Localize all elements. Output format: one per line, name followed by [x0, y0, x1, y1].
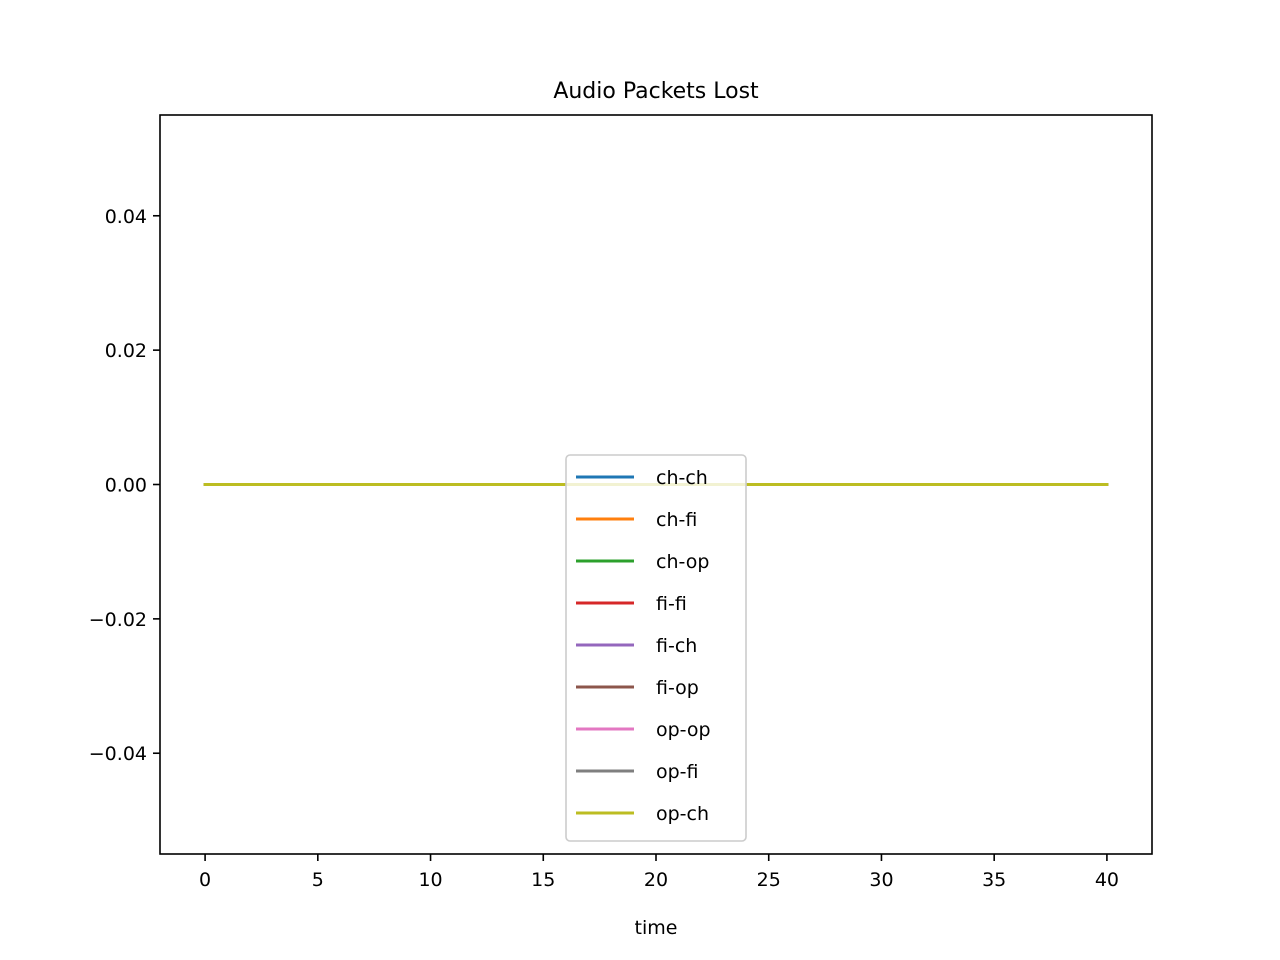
x-tick-label: 15 [531, 869, 555, 891]
x-tick-label: 35 [982, 869, 1006, 891]
x-tick-label: 0 [199, 869, 211, 891]
x-tick-label: 30 [869, 869, 893, 891]
legend-box [565, 454, 747, 842]
legend-label-op-ch: op-ch [656, 803, 709, 825]
x-tick-label: 5 [312, 869, 324, 891]
legend-label-op-fi: op-fi [656, 761, 699, 783]
legend-label-fi-ch: fi-ch [656, 635, 697, 657]
legend: ch-ch ch-fi ch-op fi-fi fi-ch fi-op op-op op-fi… [565, 454, 747, 842]
legend-label-fi-op: fi-op [656, 677, 699, 699]
x-axis-label: time [635, 917, 678, 939]
x-tick-label: 40 [1095, 869, 1119, 891]
plot-frame [159, 114, 1153, 855]
legend-label-ch-op: ch-op [656, 551, 709, 573]
y-tick-label: 0.00 [105, 475, 147, 497]
legend-label-ch-ch: ch-ch [656, 467, 708, 489]
x-tick-label: 20 [644, 869, 668, 891]
legend-label-fi-fi: fi-fi [656, 593, 687, 615]
legend-label-op-op: op-op [656, 719, 711, 741]
x-tick-label: 10 [418, 869, 442, 891]
y-tick-label: 0.04 [105, 206, 147, 228]
axes-layer: 0 5 10 15 20 25 30 35 40 0.04 0.02 0.00 −0.02 −0.04 [89, 206, 1119, 891]
y-tick-label: 0.02 [105, 340, 147, 362]
y-tick-label: −0.02 [89, 609, 147, 631]
x-tick-label: 25 [757, 869, 781, 891]
chart-title: Audio Packets Lost [553, 79, 759, 104]
y-tick-label: −0.04 [89, 743, 147, 765]
legend-label-ch-fi: ch-fi [656, 509, 697, 531]
